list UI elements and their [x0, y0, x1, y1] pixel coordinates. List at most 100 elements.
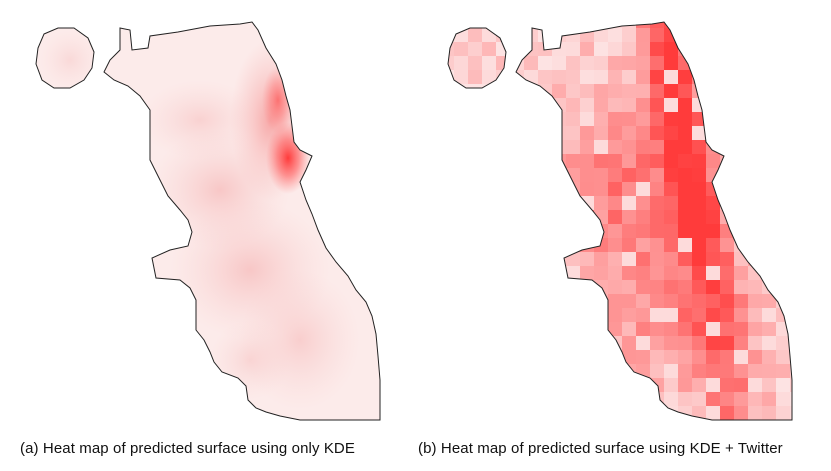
heat-cell [468, 364, 482, 378]
heat-cell [496, 252, 510, 266]
city-boundary-outline [103, 21, 381, 421]
heat-cell [706, 280, 720, 294]
heat-cell [412, 378, 426, 392]
heat-cell [678, 126, 692, 140]
heat-cell [692, 364, 706, 378]
heat-cell [678, 84, 692, 98]
heat-cell [510, 168, 524, 182]
heat-cell [790, 196, 792, 210]
heat-cell [448, 224, 454, 238]
heat-cell [524, 406, 538, 420]
heat-cell [692, 336, 706, 350]
heat-cell [720, 350, 734, 364]
heat-cell [510, 154, 524, 168]
airport-area-outline [447, 27, 507, 89]
heat-cell [650, 406, 664, 420]
heat-cell [454, 84, 468, 98]
heat-cell [496, 112, 510, 126]
heat-cell [636, 84, 650, 98]
heat-cell [636, 0, 650, 14]
heat-cell [538, 364, 552, 378]
heat-cell [762, 182, 776, 196]
heat-cell [426, 350, 440, 364]
heat-cell [566, 98, 580, 112]
heat-cell [776, 140, 790, 154]
heat-cell [748, 378, 762, 392]
heat-cell [448, 308, 454, 322]
heat-cell [678, 22, 692, 28]
heat-cell [496, 28, 510, 42]
heat-cell [804, 126, 818, 140]
heat-cell [468, 112, 482, 126]
heat-cell [734, 280, 748, 294]
heat-cell [804, 392, 818, 406]
heat-cell [594, 378, 608, 392]
heat-cell [580, 280, 594, 294]
heat-cell [622, 294, 636, 308]
heat-cell [748, 28, 762, 42]
heat-cell [706, 126, 720, 140]
heat-cell [510, 238, 524, 252]
heat-cell [818, 84, 831, 98]
heat-cell [636, 182, 650, 196]
heat-cell [608, 378, 622, 392]
heat-cell [482, 56, 496, 70]
heat-cell [448, 84, 454, 98]
heat-cell [468, 210, 482, 224]
heat-cell [538, 112, 552, 126]
heat-cell [692, 56, 706, 70]
heat-cell [482, 112, 496, 126]
heat-cell [692, 0, 706, 14]
heat-cell [448, 336, 454, 350]
heat-cell [538, 350, 552, 364]
heat-cell [706, 28, 720, 42]
heat-cell [720, 420, 734, 430]
heat-cell [426, 0, 440, 14]
heat-cell [818, 196, 831, 210]
heat-cell [426, 14, 440, 28]
heat-cell [818, 420, 831, 430]
heat-cell [776, 406, 790, 420]
heat-cell [566, 336, 580, 350]
heat-cell [482, 238, 496, 252]
heat-cell [482, 42, 496, 56]
heat-cell [664, 238, 678, 252]
heat-cell [706, 196, 720, 210]
heat-cell [636, 22, 650, 28]
heat-cell [552, 210, 566, 224]
heat-cell [678, 182, 692, 196]
heat-cell [412, 266, 426, 280]
heat-cell [818, 210, 831, 224]
heatmap-panel-kde-twitter [412, 0, 831, 430]
heat-cell [552, 224, 566, 238]
heat-cell [510, 126, 524, 140]
heat-cell [566, 308, 580, 322]
heat-cell [804, 140, 818, 154]
heat-cell [804, 196, 818, 210]
heat-cell [538, 70, 552, 84]
heat-cell [818, 126, 831, 140]
heat-cell [482, 224, 496, 238]
heat-cell [692, 252, 706, 266]
heat-cell [650, 70, 664, 84]
heat-cell [804, 266, 818, 280]
heat-cell [566, 280, 580, 294]
heat-cell [448, 126, 454, 140]
heat-cell [538, 392, 552, 406]
heat-cell [412, 84, 426, 98]
heat-cell [818, 0, 831, 14]
heat-cell [790, 294, 792, 308]
heat-cell [566, 140, 580, 154]
heat-cell [580, 56, 594, 70]
heat-cell [706, 364, 720, 378]
heat-cell [664, 224, 678, 238]
heat-cell [664, 126, 678, 140]
heat-cell [580, 112, 594, 126]
heat-cell [734, 420, 748, 430]
heat-cell [776, 294, 790, 308]
heat-cell [776, 364, 790, 378]
heat-cell [692, 84, 706, 98]
heat-cell [762, 112, 776, 126]
heat-cell [426, 98, 440, 112]
heat-cell [496, 280, 510, 294]
